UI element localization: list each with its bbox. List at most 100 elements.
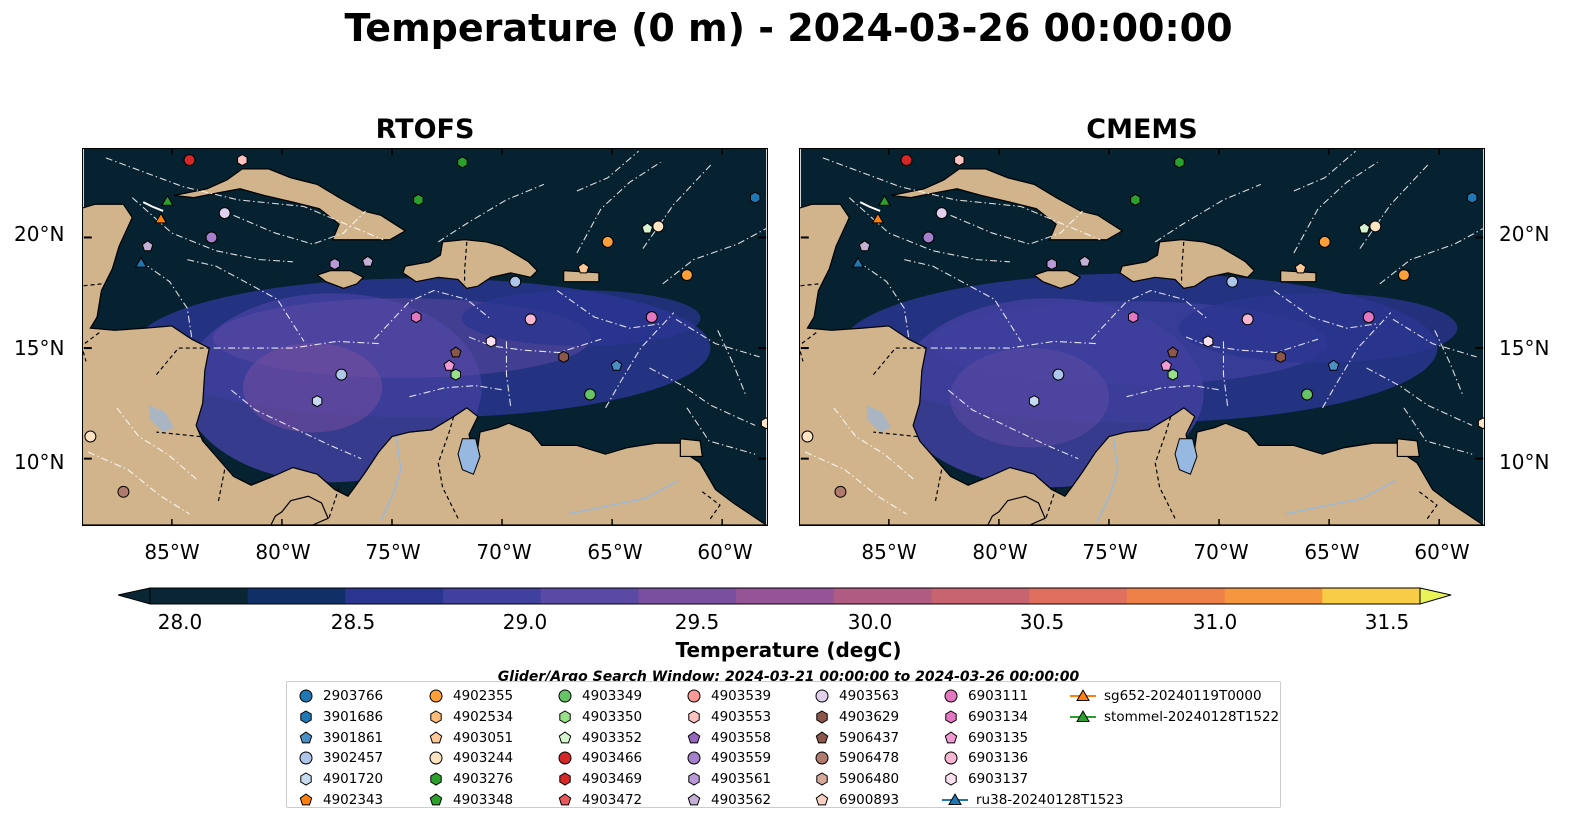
- station-marker-cmems-11: [1078, 255, 1091, 267]
- station-marker-cmems-9: [922, 231, 935, 244]
- legend-label: 6900893: [839, 792, 900, 808]
- legend-label: 4903559: [711, 750, 772, 767]
- colorbar-segment-11: [1224, 588, 1323, 604]
- colorbar-segment-9: [1029, 588, 1128, 604]
- legend-item-sg652-20240119T0000: sg652-20240119T0000: [1070, 686, 1262, 706]
- station-marker-rtofs-30: [584, 388, 597, 401]
- legend-item-4903558: 4903558: [685, 728, 771, 748]
- colorbar-segment-0: [150, 588, 249, 604]
- legend-item-6903136: 6903136: [942, 748, 1028, 768]
- legend-label: 3902457: [323, 750, 384, 767]
- station-marker-rtofs-22: [485, 335, 497, 348]
- legend-item-2903766: 2903766: [297, 686, 383, 706]
- station-marker-cmems-2: [1174, 156, 1185, 169]
- legend-marker-4903472: [558, 793, 572, 806]
- colorbar-segment-10: [1126, 588, 1226, 604]
- lon-tick-cmems-85: 85°W: [861, 540, 917, 564]
- colorbar-segment-5: [638, 588, 737, 604]
- station-marker-rtofs-8: [141, 240, 154, 252]
- legend-marker-6903135: [944, 730, 958, 743]
- legend-item-stommel-20240128T1522: stommel-20240128T1522: [1070, 707, 1279, 727]
- legend-item-6903134: 6903134: [942, 707, 1028, 727]
- station-marker-cmems-33: [1477, 417, 1484, 430]
- legend-item-4903562: 4903562: [685, 790, 771, 810]
- legend-label: 4903349: [582, 688, 643, 704]
- legend-marker-3901861: [299, 730, 313, 743]
- colorbar-segment-7: [833, 588, 933, 604]
- legend-marker-4903352: [558, 730, 572, 743]
- legend-marker-5906478: [815, 751, 829, 765]
- legend-item-4903352: 4903352: [556, 728, 642, 748]
- station-marker-rtofs-6: [134, 256, 148, 268]
- station-marker-cmems-25: [1160, 359, 1173, 371]
- station-marker-cmems-7: [935, 207, 948, 220]
- legend-label: 3901861: [323, 729, 384, 746]
- legend-marker-4903561: [688, 772, 700, 786]
- legend-marker-stommel-20240128T1522: [1076, 709, 1090, 722]
- lon-tick-rtofs-85: 85°W: [144, 540, 200, 564]
- colorbar-tick-30-0: 30.0: [847, 610, 893, 634]
- station-marker-rtofs-9: [205, 231, 218, 244]
- legend-item-6903111: 6903111: [942, 686, 1028, 706]
- legend-marker-4902355: [429, 689, 443, 703]
- legend-label: stommel-20240128T1522: [1104, 708, 1280, 725]
- legend-item-4903244: 4903244: [427, 748, 513, 768]
- legend-label: 4903558: [711, 729, 772, 746]
- legend-item-3901686: 3901686: [297, 707, 383, 727]
- legend-label: 4903350: [582, 708, 643, 725]
- colorbar-tick-29-0: 29.0: [502, 610, 548, 634]
- colorbar-tick-31-5: 31.5: [1364, 610, 1410, 634]
- station-marker-cmems-10: [1046, 257, 1057, 271]
- map-panel-rtofs[interactable]: [82, 148, 768, 526]
- station-marker-cmems-8: [858, 240, 871, 252]
- legend-label: 4903469: [582, 771, 643, 788]
- station-marker-cmems-23: [1166, 346, 1179, 358]
- station-marker-cmems-18: [1226, 275, 1239, 288]
- legend-item-3901861: 3901861: [297, 728, 383, 748]
- legend-label: 3901686: [323, 708, 384, 725]
- station-marker-rtofs-17: [749, 191, 761, 204]
- legend-marker-4902534: [430, 710, 442, 724]
- figure-title: Temperature (0 m) - 2024-03-26 00:00:00: [344, 6, 1233, 50]
- map-panel-cmems[interactable]: [799, 148, 1485, 526]
- station-marker-rtofs-2: [457, 156, 468, 169]
- station-marker-cmems-15: [1369, 220, 1382, 233]
- legend-item-4903559: 4903559: [685, 748, 771, 768]
- station-marker-cmems-4: [878, 194, 891, 206]
- colorbar-segment-1: [247, 588, 346, 604]
- colorbar-label: Temperature (degC): [675, 638, 902, 662]
- station-marker-cmems-1: [954, 153, 965, 167]
- legend-marker-4903562: [687, 793, 701, 806]
- station-marker-rtofs-18: [509, 275, 522, 288]
- legend-label: 6903137: [968, 771, 1029, 788]
- station-marker-rtofs-16: [680, 269, 693, 282]
- lat-tick-right-20: 20°N: [1499, 222, 1550, 246]
- legend-item-4903350: 4903350: [556, 707, 642, 727]
- station-marker-cmems-21: [1362, 311, 1375, 324]
- legend-label: 4903244: [453, 750, 514, 767]
- station-marker-cmems-31: [801, 430, 814, 443]
- legend-marker-4903629: [816, 710, 828, 724]
- lon-tick-cmems-80: 80°W: [972, 540, 1028, 564]
- colorbar-tick-30-5: 30.5: [1019, 610, 1065, 634]
- colorbar-segment-2: [345, 588, 444, 604]
- legend-item-5906437: 5906437: [813, 728, 899, 748]
- lat-tick-right-10: 10°N: [1499, 450, 1550, 474]
- station-marker-cmems-17: [1466, 191, 1478, 204]
- station-marker-cmems-16: [1397, 269, 1410, 282]
- legend-item-4903349: 4903349: [556, 686, 642, 706]
- legend-marker-4903469: [559, 772, 571, 786]
- legend-label: 4902355: [453, 688, 514, 704]
- legend-label: 4903276: [453, 771, 514, 788]
- legend-label: 6903135: [968, 729, 1029, 746]
- legend-label: 6903136: [968, 750, 1029, 767]
- station-marker-cmems-27: [1327, 359, 1340, 371]
- legend-label: 4902534: [453, 708, 514, 725]
- legend-label: 4903348: [453, 792, 514, 808]
- legend-marker-6903111: [944, 689, 958, 703]
- station-marker-rtofs-28: [335, 368, 348, 381]
- station-marker-cmems-0: [900, 154, 913, 167]
- lat-tick-left-15: 15°N: [14, 336, 65, 360]
- legend-marker-2903766: [299, 689, 313, 703]
- legend-marker-4903348: [429, 793, 443, 806]
